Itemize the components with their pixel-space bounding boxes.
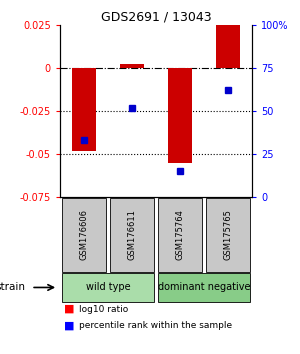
Text: GSM175765: GSM175765 (224, 210, 232, 260)
Bar (168, 68, 192, 163)
Bar (216, 25, 240, 68)
Text: log10 ratio: log10 ratio (79, 304, 128, 314)
Text: GSM176611: GSM176611 (128, 210, 136, 260)
Text: strain: strain (0, 282, 26, 292)
Bar (110, 198, 154, 272)
Bar (158, 198, 202, 272)
Bar (62, 273, 154, 302)
Bar (120, 64, 144, 68)
Bar (206, 198, 250, 272)
Text: percentile rank within the sample: percentile rank within the sample (79, 321, 232, 330)
Text: wild type: wild type (86, 282, 130, 292)
Title: GDS2691 / 13043: GDS2691 / 13043 (101, 11, 211, 24)
Bar (158, 273, 250, 302)
Bar (72, 68, 96, 151)
Bar (62, 198, 106, 272)
Text: GSM175764: GSM175764 (176, 210, 184, 260)
Text: ■: ■ (64, 320, 74, 330)
Text: ■: ■ (64, 304, 74, 314)
Text: GSM176606: GSM176606 (80, 210, 88, 261)
Text: dominant negative: dominant negative (158, 282, 250, 292)
